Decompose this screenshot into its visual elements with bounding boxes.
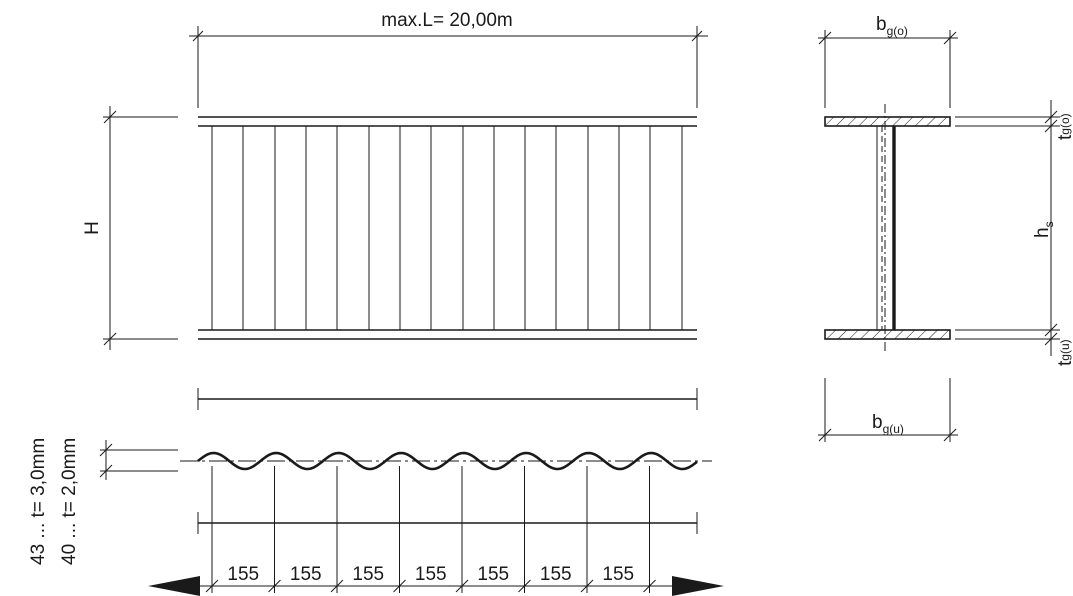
pitch-label: 155 <box>227 564 259 585</box>
web-height-label: hs <box>1032 221 1056 238</box>
pitch-label: 155 <box>602 564 634 585</box>
span-dimension: max.L= 20,00m <box>189 10 708 108</box>
pitch-label: 155 <box>352 564 384 585</box>
arrow-left-icon <box>148 576 200 596</box>
pitch-tick <box>518 579 531 593</box>
pitch-tick <box>393 579 406 593</box>
flange-thickness-dimension <box>955 100 1060 356</box>
pitch-tick <box>268 579 281 593</box>
span-label: max.L= 20,00m <box>381 10 513 31</box>
corrugated-web <box>197 451 698 471</box>
height-label: H <box>82 221 103 235</box>
pitch-label: 155 <box>415 564 447 585</box>
top-flange-width-label: bg(o) <box>876 14 908 38</box>
top-flange-width-dimension: bg(o) <box>818 14 958 108</box>
bottom-flange-thickness-label: tg(u) <box>1055 339 1073 366</box>
bottom-flange-width-label: bg(u) <box>872 412 904 436</box>
pitch-tick <box>330 579 344 593</box>
pitch-label: 155 <box>477 564 509 585</box>
bottom-flange-width-dimension: bg(u) <box>818 378 958 442</box>
pitch-label: 155 <box>290 564 322 585</box>
elevation-flanges <box>198 116 697 340</box>
pitch-tick <box>643 579 656 593</box>
wave-dim-a: 43 ... t= 3,0mm <box>28 438 49 565</box>
arrow-right-icon <box>672 576 724 596</box>
pitch-tick <box>580 579 594 593</box>
elevation-view: max.L= 20,00m <box>82 10 708 350</box>
pitch-tick <box>205 579 219 593</box>
bottom-flange <box>824 329 951 340</box>
wave-dim-b: 40 ... t= 2,0mm <box>59 438 80 565</box>
pitch-label: 155 <box>540 564 572 585</box>
top-flange-thickness-label: tg(o) <box>1055 113 1073 140</box>
elevation-web-lines <box>211 126 683 330</box>
height-dimension: H <box>82 106 178 350</box>
top-flange <box>824 116 951 127</box>
plan-view: 43 ... t= 3,0mm 40 ... t= 2,0mm 155 155 15… <box>28 388 724 596</box>
pitch-dimension: 155 155 155 155 155 155 155 <box>148 466 724 596</box>
cross-section: bg(o) tg(o) hs tg(u) <box>818 14 1073 442</box>
web <box>876 104 896 352</box>
pitch-tick <box>455 579 469 593</box>
wave-amplitude-dimension <box>99 440 178 480</box>
